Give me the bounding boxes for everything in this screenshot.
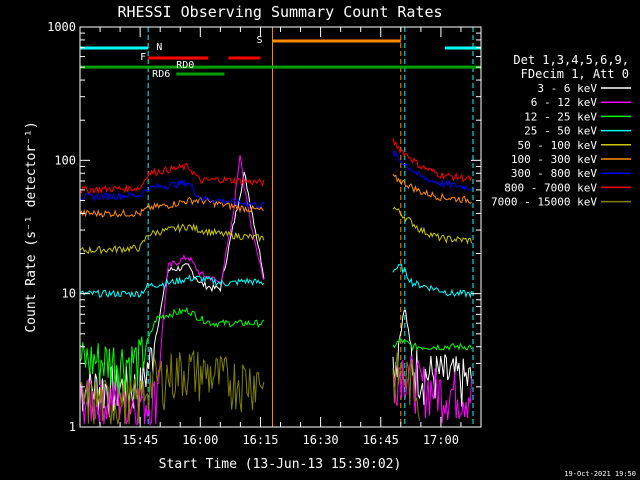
- y-axis: 1 10 100 1000: [47, 20, 481, 434]
- y-tick-label: 1: [69, 420, 76, 434]
- series-line-50-100keV: [392, 206, 473, 245]
- flag-label-rd0: RD0: [176, 60, 194, 71]
- legend-header-line-1: Det 1,3,4,5,6,9,: [513, 53, 629, 67]
- y-axis-label: Count Rate (s⁻¹ detector⁻¹): [24, 121, 39, 332]
- legend-label: 800 - 7000 keV: [504, 181, 597, 194]
- series-line-12-25keV: [392, 337, 473, 352]
- legend-label: 50 - 100 keV: [518, 139, 598, 152]
- y-tick-label: 10: [62, 287, 76, 301]
- legend-label: 300 - 800 keV: [511, 167, 597, 180]
- plot-area: N S F RD0 RD6: [79, 27, 481, 427]
- x-tick-label: 16:15: [242, 433, 278, 447]
- series-line-800-7000keV: [79, 162, 265, 195]
- plot-frame: [79, 26, 482, 428]
- series-line-50-100keV: [79, 222, 265, 255]
- series-line-300-800keV: [392, 150, 472, 192]
- legend-header-line-2: FDecim 1, Att 0: [521, 67, 629, 81]
- flag-label-f: F: [140, 52, 146, 63]
- legend-label: 3 - 6 keV: [537, 82, 597, 95]
- x-tick-label: 16:00: [182, 433, 218, 447]
- x-tick-label: 16:45: [363, 433, 399, 447]
- chart-title: RHESSI Observing Summary Count Rates: [117, 3, 442, 21]
- series-line-800-7000keV: [392, 137, 473, 183]
- series-line-25-50keV: [392, 263, 473, 299]
- flag-label-n: N: [156, 42, 162, 53]
- y-tick-label: 1000: [47, 20, 76, 34]
- generated-timestamp: 19-Oct-2021 19:50: [564, 470, 636, 478]
- series-line-7000-15000keV: [392, 352, 421, 421]
- legend-label: 7000 - 15000 keV: [491, 196, 597, 209]
- series-line-300-800keV: [79, 178, 265, 209]
- series-line-6-12keV: [79, 155, 265, 426]
- x-axis: 15:45 16:00 16:15 16:30 16:45 17:00: [79, 27, 482, 447]
- series-line-6-12keV: [392, 355, 473, 424]
- x-tick-label: 16:30: [303, 433, 339, 447]
- x-tick-label: 17:00: [423, 433, 459, 447]
- flag-label-rd6: RD6: [152, 69, 170, 80]
- series-line-25-50keV: [79, 274, 265, 299]
- flag-label-s: S: [256, 35, 262, 46]
- series-line-3-6keV: [392, 309, 473, 407]
- x-axis-label: Start Time (13-Jun-13 15:30:02): [159, 457, 402, 472]
- series-line-7000-15000keV: [79, 349, 265, 425]
- series-line-100-300keV: [392, 173, 472, 204]
- legend-label: 25 - 50 keV: [524, 125, 597, 138]
- x-tick-label: 15:45: [122, 433, 158, 447]
- series-line-100-300keV: [79, 196, 264, 218]
- legend-label: 6 - 12 keV: [531, 96, 598, 109]
- y-tick-label: 100: [54, 153, 76, 167]
- series-line-12-25keV: [79, 306, 265, 395]
- legend-label: 100 - 300 keV: [511, 153, 597, 166]
- legend-label: 12 - 25 keV: [524, 110, 597, 123]
